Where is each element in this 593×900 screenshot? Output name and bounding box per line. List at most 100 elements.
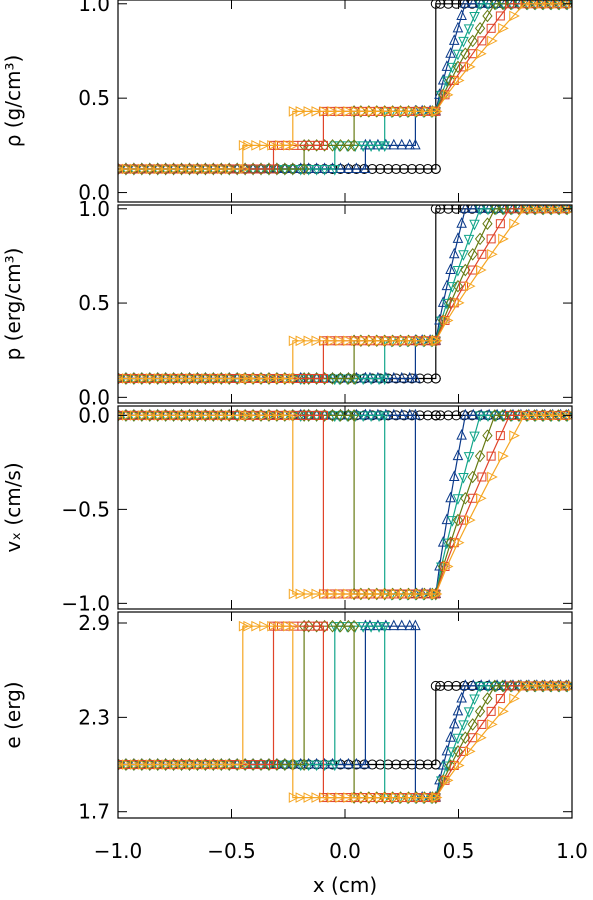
data-point (303, 588, 315, 600)
data-point (477, 719, 487, 729)
data-point (256, 164, 266, 174)
data-point (247, 758, 259, 771)
data-point (442, 561, 454, 572)
data-point (118, 412, 125, 419)
data-point (118, 371, 124, 383)
data-point (279, 760, 291, 772)
data-point (251, 410, 262, 421)
data-point (351, 792, 362, 803)
data-point (232, 409, 243, 422)
series-5-panel-1 (118, 205, 572, 384)
data-point (327, 588, 338, 600)
data-point (509, 693, 520, 704)
data-point (232, 758, 243, 771)
data-point (335, 409, 346, 422)
data-point (458, 281, 468, 291)
data-point (474, 411, 486, 423)
data-point (482, 411, 494, 423)
data-point (456, 429, 467, 440)
data-point (489, 679, 500, 693)
data-point (357, 411, 369, 423)
x-axis-label: x (cm) (313, 873, 377, 897)
data-point (259, 140, 270, 151)
series-line (118, 414, 572, 595)
y-tick-label: 0.0 (78, 181, 110, 205)
data-point (382, 335, 394, 347)
data-point (552, 410, 563, 421)
data-point (153, 373, 165, 384)
data-point (137, 163, 149, 175)
panel-3: 1.7 2.3 2.9 e (erg) (1, 611, 573, 824)
data-point (118, 165, 125, 173)
data-point (283, 373, 294, 384)
data-point (443, 0, 454, 9)
data-point (177, 163, 189, 175)
data-point (118, 408, 124, 420)
data-point (169, 373, 181, 384)
data-point (313, 373, 323, 383)
data-point (275, 620, 286, 632)
data-point (298, 409, 310, 422)
data-point (375, 588, 386, 600)
y-tick-label: 2.3 (78, 705, 110, 729)
data-point (303, 106, 315, 117)
data-point (295, 335, 307, 347)
data-point (209, 163, 220, 175)
data-point (327, 106, 338, 117)
data-point (477, 249, 487, 259)
data-point (288, 373, 300, 384)
data-point (319, 757, 330, 769)
data-point (467, 0, 479, 8)
data-point (463, 234, 475, 246)
data-point (295, 164, 307, 176)
data-point (298, 372, 310, 385)
series-line (118, 208, 566, 380)
data-point (209, 373, 220, 384)
data-point (225, 759, 236, 770)
data-point (357, 622, 369, 633)
data-point (169, 759, 181, 770)
data-point (185, 373, 197, 384)
data-point (319, 162, 330, 173)
data-point (319, 792, 331, 803)
data-point (489, 205, 500, 216)
data-point (129, 163, 141, 175)
series-5-panel-3 (118, 620, 572, 803)
data-point (357, 141, 369, 152)
data-point (486, 234, 496, 244)
data-point (295, 792, 307, 803)
data-point (404, 408, 416, 420)
data-point (486, 706, 496, 716)
data-point (474, 681, 486, 693)
data-point (118, 372, 124, 385)
data-point (267, 140, 278, 151)
data-point (477, 472, 487, 482)
data-point (239, 162, 251, 176)
series-line (118, 414, 569, 595)
data-point (118, 375, 125, 382)
data-point (367, 588, 378, 600)
data-point (275, 410, 286, 421)
data-point (335, 588, 346, 600)
data-point (201, 373, 213, 384)
data-point (201, 759, 213, 770)
x-tick-label: 1.0 (556, 839, 588, 863)
data-point (495, 431, 505, 441)
data-point (263, 162, 275, 176)
data-point (177, 410, 189, 421)
data-point (422, 410, 433, 421)
data-point (118, 164, 124, 176)
data-point (145, 410, 157, 421)
data-point (452, 279, 464, 293)
data-point (388, 371, 400, 383)
data-point (303, 335, 315, 347)
data-point (443, 205, 454, 214)
data-point (288, 335, 300, 347)
data-point (263, 760, 275, 772)
data-point (177, 759, 189, 770)
data-point (375, 106, 386, 117)
data-point (383, 163, 394, 174)
data-point (359, 792, 370, 803)
data-point (137, 373, 149, 384)
data-point (422, 106, 434, 117)
